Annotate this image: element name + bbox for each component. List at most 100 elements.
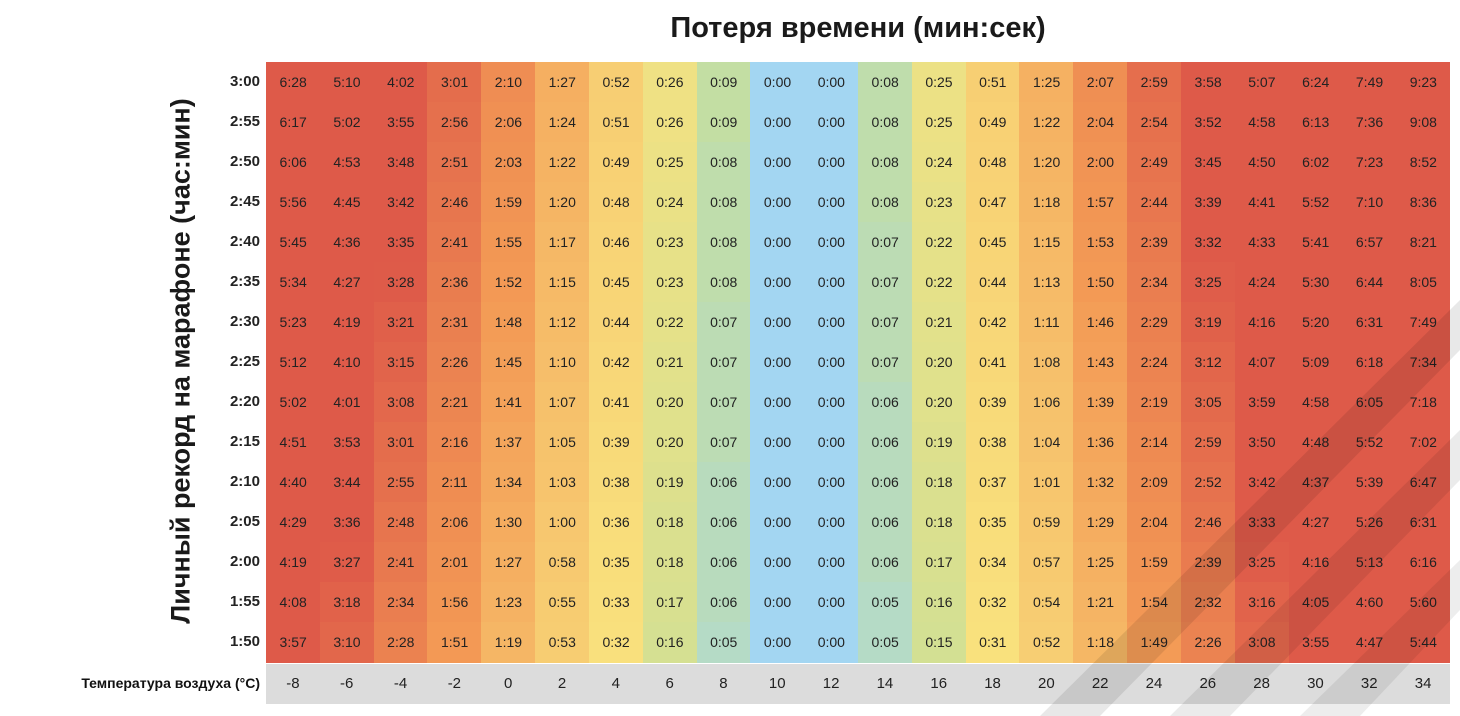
heatmap-cell: 5:41 bbox=[1288, 222, 1343, 263]
heatmap-cell: 0:00 bbox=[750, 622, 805, 663]
heatmap-cell: 1:50 bbox=[1073, 262, 1128, 303]
heatmap-cell: 0:07 bbox=[858, 222, 913, 263]
heatmap-cell: 2:46 bbox=[1180, 502, 1236, 543]
heatmap-cell: 1:01 bbox=[1019, 462, 1074, 503]
heatmap-cell: 0:33 bbox=[588, 582, 644, 623]
heatmap-cell: 6:31 bbox=[1396, 502, 1451, 543]
x-tick-label: 32 bbox=[1360, 675, 1378, 692]
heatmap-cell: 4:36 bbox=[319, 222, 375, 263]
heatmap-cell: 0:00 bbox=[750, 302, 805, 343]
heatmap-cell: 2:54 bbox=[1127, 102, 1182, 143]
heatmap-cell: 0:38 bbox=[588, 462, 644, 503]
heatmap-cell: 2:48 bbox=[373, 502, 428, 543]
heatmap-cell: 2:34 bbox=[373, 582, 428, 623]
heatmap-cell: 0:41 bbox=[588, 382, 644, 423]
heatmap-cell: 1:45 bbox=[481, 342, 536, 383]
heatmap-cell: 2:04 bbox=[1073, 102, 1128, 143]
heatmap-cell: 6:13 bbox=[1288, 102, 1343, 143]
heatmap-cell: 0:18 bbox=[911, 462, 967, 503]
heatmap-cell: 5:45 bbox=[266, 222, 321, 263]
heatmap-cell: 5:52 bbox=[1342, 422, 1397, 463]
x-tick-band: -8 -6 -4 -2 0 2 4 6 8 10 12 14 16 18 20 22 24 26 28 30 32 34 bbox=[266, 664, 1450, 704]
heatmap-cell: 0:07 bbox=[858, 342, 913, 383]
heatmap-cell: 0:06 bbox=[696, 542, 751, 583]
heatmap-cell: 1:22 bbox=[1019, 102, 1074, 143]
heatmap-cell: 3:10 bbox=[319, 622, 375, 663]
heatmap-cell: 2:11 bbox=[427, 462, 482, 503]
heatmap-cell: 6:24 bbox=[1288, 62, 1343, 103]
heatmap-cell: 3:42 bbox=[373, 182, 428, 223]
heatmap-cell: 4:58 bbox=[1288, 382, 1343, 423]
heatmap-cell: 0:05 bbox=[858, 622, 913, 663]
heatmap-cell: 7:36 bbox=[1342, 102, 1397, 143]
heatmap-cell: 0:08 bbox=[696, 142, 751, 183]
heatmap-cell: 3:08 bbox=[1234, 622, 1290, 663]
heatmap-cell: 0:42 bbox=[965, 302, 1020, 343]
heatmap-cell: 0:05 bbox=[858, 582, 913, 623]
heatmap-cell: 0:35 bbox=[588, 542, 644, 583]
heatmap-cell: 0:16 bbox=[911, 582, 967, 623]
heatmap-cell: 4:41 bbox=[1234, 182, 1290, 223]
heatmap-cell: 1:08 bbox=[1019, 342, 1074, 383]
heatmap-cell: 1:07 bbox=[535, 382, 590, 423]
heatmap-cell: 2:04 bbox=[1127, 502, 1182, 543]
heatmap-cell: 0:00 bbox=[804, 462, 859, 503]
heatmap-cell: 1:10 bbox=[535, 342, 590, 383]
heatmap-cell: 4:19 bbox=[266, 542, 321, 583]
heatmap-cell: 0:00 bbox=[804, 142, 859, 183]
heatmap-cell: 0:53 bbox=[535, 622, 590, 663]
heatmap-cell: 1:18 bbox=[1019, 182, 1074, 223]
y-tick-label: 2:00 bbox=[229, 553, 260, 570]
heatmap-cell: 0:20 bbox=[911, 342, 967, 383]
y-tick-label: 1:55 bbox=[229, 593, 260, 610]
x-tick-label: 0 bbox=[504, 675, 513, 692]
heatmap-cell: 4:10 bbox=[319, 342, 375, 383]
heatmap-cell: 0:25 bbox=[642, 142, 698, 183]
heatmap-cell: 5:60 bbox=[1396, 582, 1451, 623]
heatmap-cell: 4:33 bbox=[1234, 222, 1290, 263]
heatmap-cell: 4:27 bbox=[319, 262, 375, 303]
heatmap-cell: 0:48 bbox=[965, 142, 1020, 183]
heatmap-cell: 5:12 bbox=[266, 342, 321, 383]
heatmap-cell: 1:25 bbox=[1073, 542, 1128, 583]
heatmap-cell: 3:21 bbox=[373, 302, 428, 343]
y-tick-label: 2:25 bbox=[229, 353, 260, 370]
heatmap-cell: 4:27 bbox=[1288, 502, 1343, 543]
heatmap-cell: 1:15 bbox=[1019, 222, 1074, 263]
heatmap-cell: 0:36 bbox=[588, 502, 644, 543]
heatmap-cell: 6:02 bbox=[1288, 142, 1343, 183]
heatmap-cell: 3:18 bbox=[319, 582, 375, 623]
heatmap-cell: 2:10 bbox=[481, 62, 536, 103]
heatmap-cell: 1:24 bbox=[535, 102, 590, 143]
heatmap-cell: 2:09 bbox=[1127, 462, 1182, 503]
heatmap-cell: 1:12 bbox=[535, 302, 590, 343]
heatmap-cell: 0:07 bbox=[858, 262, 913, 303]
heatmap-cell: 0:06 bbox=[858, 422, 913, 463]
heatmap-cell: 1:51 bbox=[427, 622, 482, 663]
heatmap-cell: 0:18 bbox=[642, 502, 698, 543]
heatmap-cell: 5:13 bbox=[1342, 542, 1397, 583]
heatmap-cell: 0:57 bbox=[1019, 542, 1074, 583]
heatmap-cell: 0:49 bbox=[588, 142, 644, 183]
heatmap-cell: 0:00 bbox=[750, 62, 805, 103]
heatmap-cell: 2:59 bbox=[1127, 62, 1182, 103]
heatmap-cell: 0:00 bbox=[804, 342, 859, 383]
heatmap-cell: 5:07 bbox=[1234, 62, 1290, 103]
y-tick-label: 3:00 bbox=[229, 73, 260, 90]
heatmap-cell: 0:00 bbox=[750, 102, 805, 143]
heatmap-cell: 0:39 bbox=[965, 382, 1020, 423]
heatmap-cell: 0:08 bbox=[858, 102, 913, 143]
heatmap-cell: 0:23 bbox=[911, 182, 967, 223]
heatmap-cell: 6:16 bbox=[1396, 542, 1451, 583]
heatmap-cell: 0:06 bbox=[696, 462, 751, 503]
x-tick-label: 14 bbox=[876, 675, 894, 692]
heatmap-grid: 6:28 5:10 4:02 3:01 2:10 1:27 0:52 0:26 0:09 0:00… bbox=[266, 62, 1451, 663]
heatmap-cell: 0:16 bbox=[642, 622, 698, 663]
heatmap-cell: 0:15 bbox=[911, 622, 967, 663]
heatmap-cell: 6:06 bbox=[266, 142, 321, 183]
heatmap-cell: 0:59 bbox=[1019, 502, 1074, 543]
heatmap-cell: 1:57 bbox=[1073, 182, 1128, 223]
x-tick-label: 2 bbox=[557, 675, 567, 692]
heatmap-cell: 7:18 bbox=[1396, 382, 1451, 423]
heatmap-cell: 2:21 bbox=[427, 382, 482, 423]
